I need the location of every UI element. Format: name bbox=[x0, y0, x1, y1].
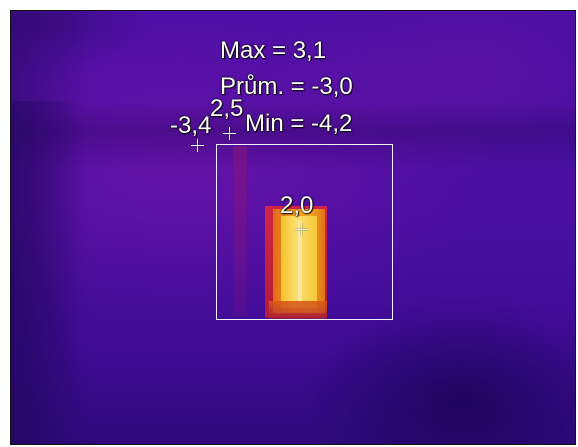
spot-left-crosshair-icon[interactable] bbox=[191, 139, 204, 152]
min-label: Min = -4,2 bbox=[245, 110, 353, 137]
measurement-box[interactable] bbox=[216, 144, 393, 320]
max-label: Max = 3,1 bbox=[220, 37, 327, 64]
spot-center-value: 2,0 bbox=[280, 192, 314, 219]
left-wall-shadow bbox=[11, 101, 81, 444]
thermal-image: Max = 3,1 Prům. = -3,0 Min = -4,2 -3,4 2… bbox=[10, 10, 576, 445]
heat-region-bottom bbox=[269, 301, 327, 319]
average-label: Prům. = -3,0 bbox=[220, 73, 353, 100]
window-frame-warm-edge bbox=[233, 146, 247, 316]
dark-corner-region bbox=[11, 11, 151, 71]
spot-top-crosshair-icon[interactable] bbox=[223, 127, 236, 140]
spot-left-value: -3,4 bbox=[170, 112, 212, 139]
heat-region-stripe bbox=[298, 221, 302, 306]
spot-center-crosshair-icon[interactable] bbox=[295, 223, 308, 236]
spot-top-value: 2,5 bbox=[210, 95, 244, 122]
